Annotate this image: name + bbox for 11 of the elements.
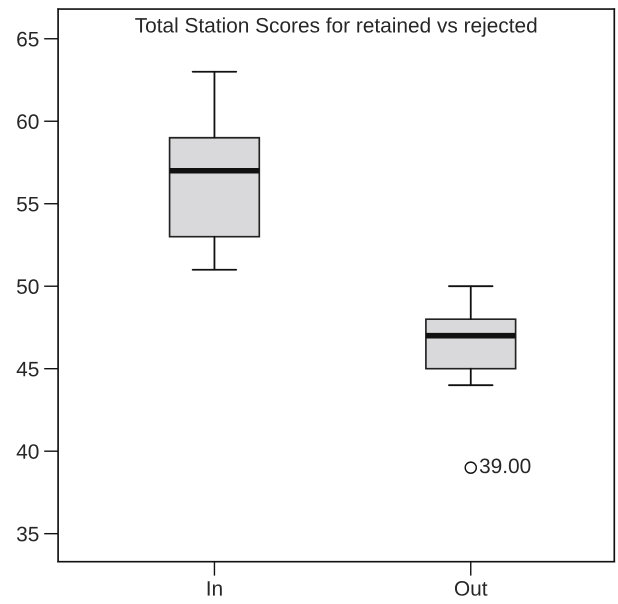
y-tick-label: 45 (16, 362, 38, 376)
y-tick-label: 60 (17, 114, 39, 129)
y-tick-label: 55 (17, 196, 38, 212)
x-tick-label: In (208, 581, 222, 596)
chart-title: Total Station Scores for retained vs rejected (135, 17, 536, 37)
y-tick-label: 40 (16, 444, 39, 459)
y-tick-label: 50 (17, 279, 39, 294)
annotation: 39.00 (480, 458, 530, 474)
y-tick-label: 35 (16, 526, 38, 542)
y-tick-label: 65 (17, 32, 38, 47)
x-tick-label: Out (454, 581, 488, 596)
